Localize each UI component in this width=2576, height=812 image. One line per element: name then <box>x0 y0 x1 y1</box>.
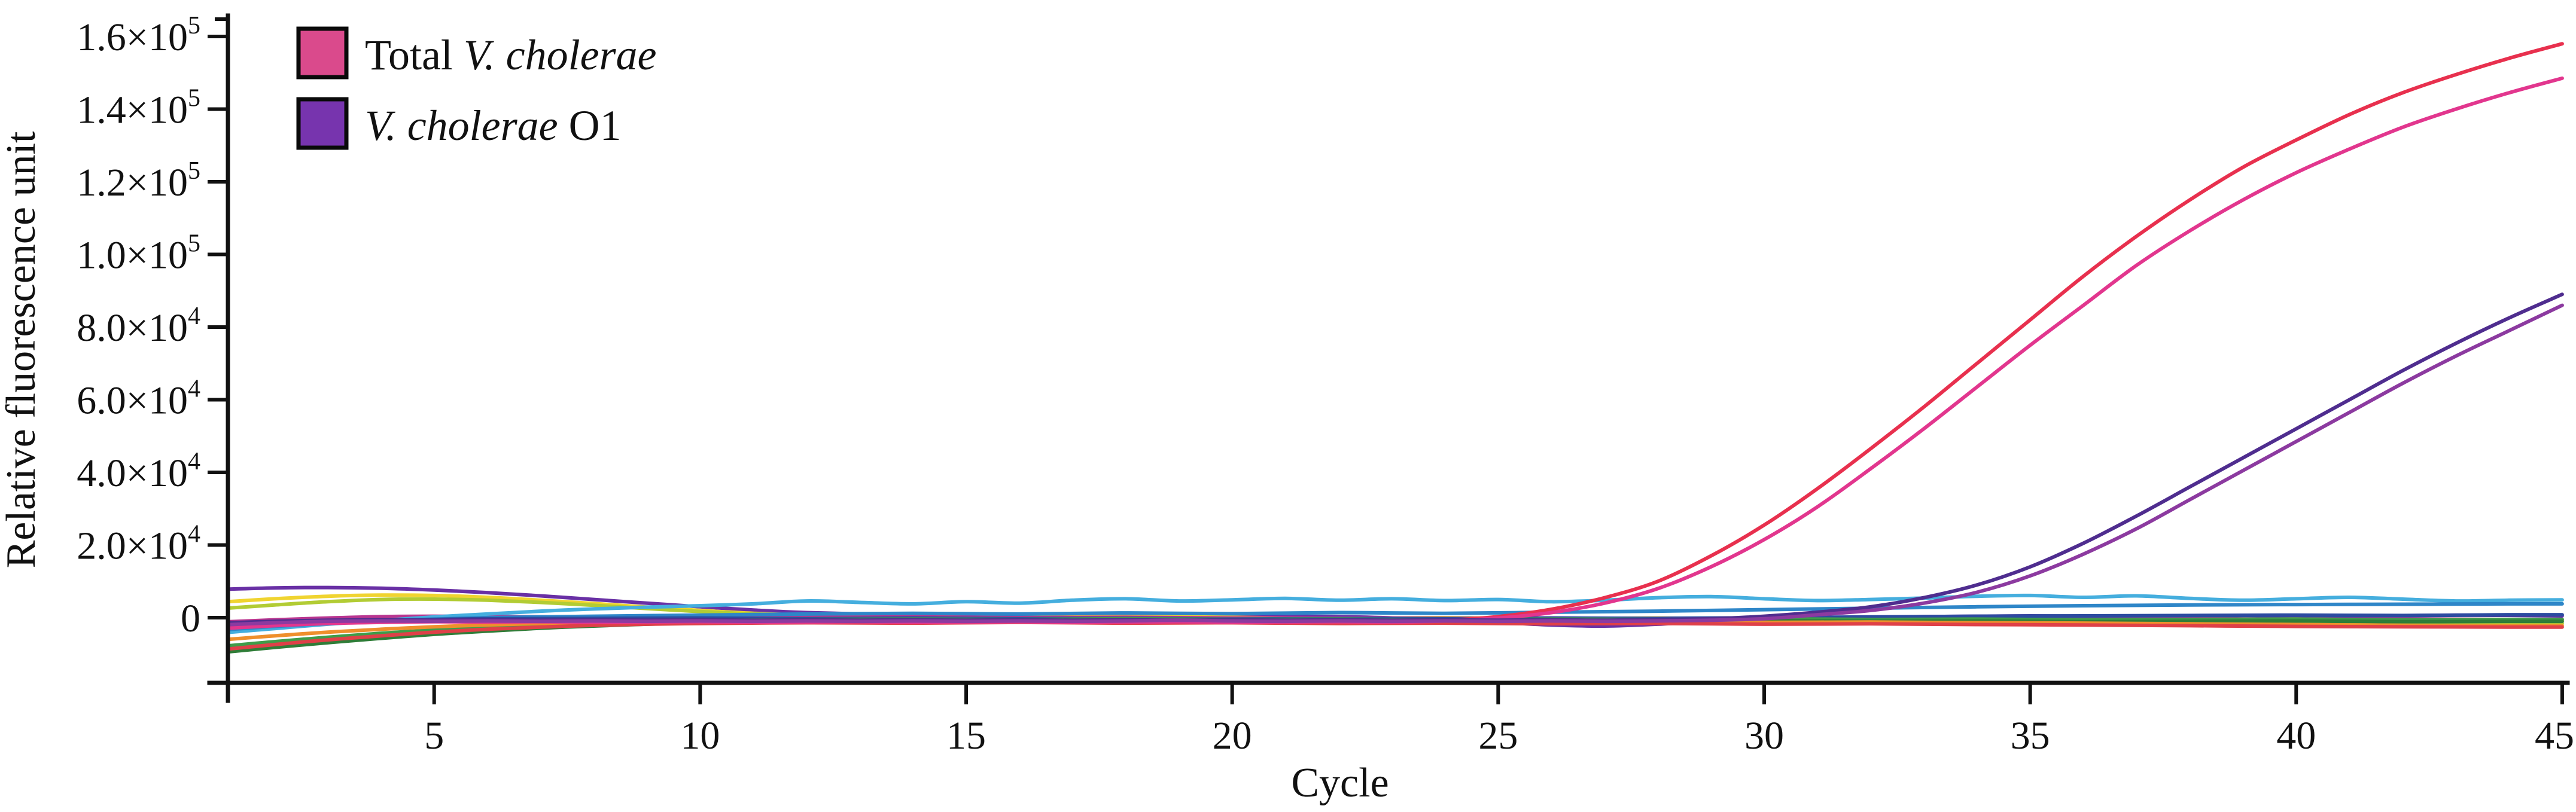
curve-total-v-cholerae-rep2 <box>229 76 2564 630</box>
legend: Total V. cholerae V. cholerae O1 <box>296 26 657 150</box>
x-tick-label: 30 <box>1744 714 1784 758</box>
y-tick-label: 2.0×104 <box>77 521 200 568</box>
y-tick-label: 1.2×105 <box>77 157 200 204</box>
y-tick-label: 1.0×105 <box>77 230 200 277</box>
y-tick-label: 1.6×105 <box>77 12 200 59</box>
legend-label-v-cholerae-o1: V. cholerae O1 <box>365 102 622 149</box>
x-tick-label: 25 <box>1478 714 1518 758</box>
axis-tick-labels: 1.6×105 1.4×105 1.2×105 1.0×105 8.0×104 6.0×1… <box>77 12 2574 758</box>
curve-baseline-cyan <box>229 593 2564 634</box>
x-tick-label: 45 <box>2535 714 2574 758</box>
curve-v-cholerae-o1-rep1 <box>229 292 2564 625</box>
curves-layer <box>229 42 2564 654</box>
x-tick-label: 5 <box>424 714 444 758</box>
x-axis-title: Cycle <box>1291 760 1389 806</box>
y-axis-title: Relative fluorescence unit <box>0 131 44 568</box>
y-tick-label: 6.0×104 <box>77 376 200 423</box>
legend-swatch-total-v-cholerae <box>296 26 349 80</box>
legend-label-total-v-cholerae: Total V. cholerae <box>365 31 657 79</box>
axis-ticks <box>208 17 2564 704</box>
x-tick-label: 20 <box>1213 714 1252 758</box>
y-tick-label: 1.4×105 <box>77 85 200 132</box>
x-tick-label: 15 <box>946 714 986 758</box>
legend-swatch-v-cholerae-o1 <box>296 97 349 150</box>
y-tick-label: 4.0×104 <box>77 448 200 495</box>
y-tick-label: 0 <box>181 597 200 640</box>
y-tick-label: 8.0×104 <box>77 303 200 350</box>
curve-baseline-red <box>229 620 2564 651</box>
x-tick-label: 40 <box>2276 714 2316 758</box>
axes <box>207 13 2570 703</box>
x-tick-label: 10 <box>680 714 720 758</box>
curve-v-cholerae-o1-rep2 <box>229 303 2564 627</box>
x-tick-label: 35 <box>2011 714 2050 758</box>
